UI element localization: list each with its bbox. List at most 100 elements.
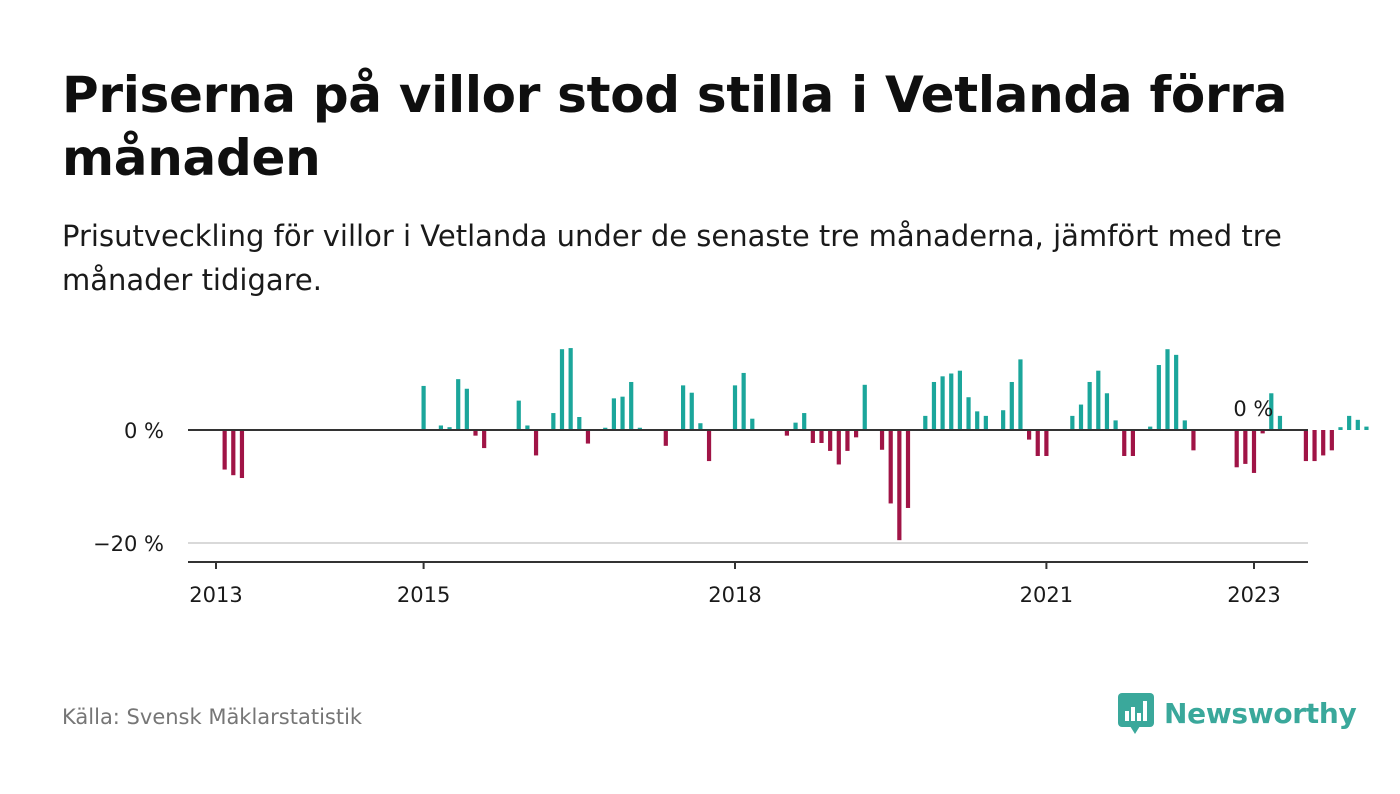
bar [845, 430, 850, 451]
bar [1312, 430, 1317, 462]
bar [810, 430, 815, 443]
bar [1329, 430, 1334, 451]
bar [931, 381, 937, 430]
bar [905, 430, 911, 508]
y-tick-label: 0 % [124, 419, 164, 443]
bar [793, 422, 798, 430]
bar [862, 384, 867, 430]
bar [1156, 365, 1161, 430]
bar [940, 376, 945, 430]
bar [732, 385, 738, 430]
bar [611, 398, 616, 430]
bar [222, 430, 227, 470]
last-value-annotation: 0 % [1233, 397, 1273, 421]
bar [533, 430, 539, 456]
bar [231, 430, 236, 476]
bar [784, 430, 789, 436]
bar [456, 379, 461, 430]
bar [1001, 410, 1006, 430]
bar [681, 385, 686, 430]
bar [1355, 419, 1360, 430]
chart-subtitle: Prisutveckling för villor i Vetlanda und… [62, 219, 1282, 297]
bar [1277, 415, 1283, 431]
bar [1191, 430, 1196, 451]
bar [1009, 381, 1014, 430]
bar [1096, 370, 1101, 430]
bar [854, 430, 859, 438]
bar [1165, 349, 1170, 430]
bar [1113, 420, 1118, 430]
bar [1347, 415, 1352, 431]
x-tick-label: 2018 [708, 583, 761, 607]
bar [706, 430, 712, 462]
bar [1035, 430, 1040, 456]
bar [836, 430, 841, 465]
bar [1087, 381, 1092, 430]
bar [828, 430, 833, 451]
bar [1260, 430, 1265, 434]
x-tick-label: 2021 [1020, 583, 1073, 607]
bar [1122, 430, 1127, 456]
bar [689, 392, 694, 430]
bar [1104, 393, 1110, 430]
bar [1130, 430, 1135, 456]
bar [888, 430, 893, 504]
bar [447, 427, 452, 430]
bar [1044, 430, 1049, 456]
bar [464, 388, 469, 430]
bar [629, 381, 634, 430]
x-tick-label: 2013 [189, 583, 242, 607]
bar [1303, 430, 1308, 462]
bar [819, 430, 824, 443]
bar [1243, 430, 1248, 464]
bar [957, 370, 962, 430]
bar [1321, 430, 1326, 456]
bar [663, 430, 668, 446]
source-note: Källa: Svensk Mäklarstatistik [62, 705, 363, 729]
bar [525, 425, 530, 430]
brand-name: Newsworthy [1164, 696, 1357, 730]
chart-title: Priserna på villor stod stilla i Vetland… [62, 66, 1288, 187]
bar [966, 397, 971, 430]
bar [620, 396, 625, 430]
bar [897, 430, 902, 541]
bar [698, 423, 703, 430]
bar [603, 427, 608, 430]
bar [438, 425, 443, 430]
bar [1364, 426, 1369, 430]
bar [750, 418, 755, 430]
bar [637, 427, 642, 430]
bar [949, 373, 954, 430]
bar [1174, 354, 1179, 430]
bar [741, 372, 746, 430]
bar-chart-speech-bubble-icon [1118, 693, 1154, 734]
bar [1182, 420, 1187, 430]
bar [1251, 430, 1257, 473]
bar [516, 400, 521, 430]
y-tick-label: −20 % [93, 532, 164, 556]
bar [585, 430, 591, 444]
newsworthy-logo[interactable]: Newsworthy [1118, 690, 1357, 736]
bar [879, 430, 885, 450]
bar [559, 349, 565, 430]
x-tick-label: 2023 [1227, 583, 1280, 607]
bar [1338, 427, 1343, 430]
bar [482, 430, 487, 449]
bar [1018, 359, 1023, 431]
bar [1234, 430, 1239, 468]
bar [577, 417, 582, 430]
x-tick-label: 2015 [397, 583, 450, 607]
bar [1078, 404, 1084, 430]
bar [983, 415, 988, 431]
bar [473, 430, 478, 436]
bar [802, 413, 807, 430]
bar [1148, 426, 1153, 430]
bar [1269, 393, 1274, 430]
bar [1070, 415, 1075, 431]
bar [568, 348, 573, 430]
bar [923, 415, 928, 431]
bar [1027, 430, 1032, 440]
bar [421, 385, 426, 430]
bar [239, 430, 245, 479]
